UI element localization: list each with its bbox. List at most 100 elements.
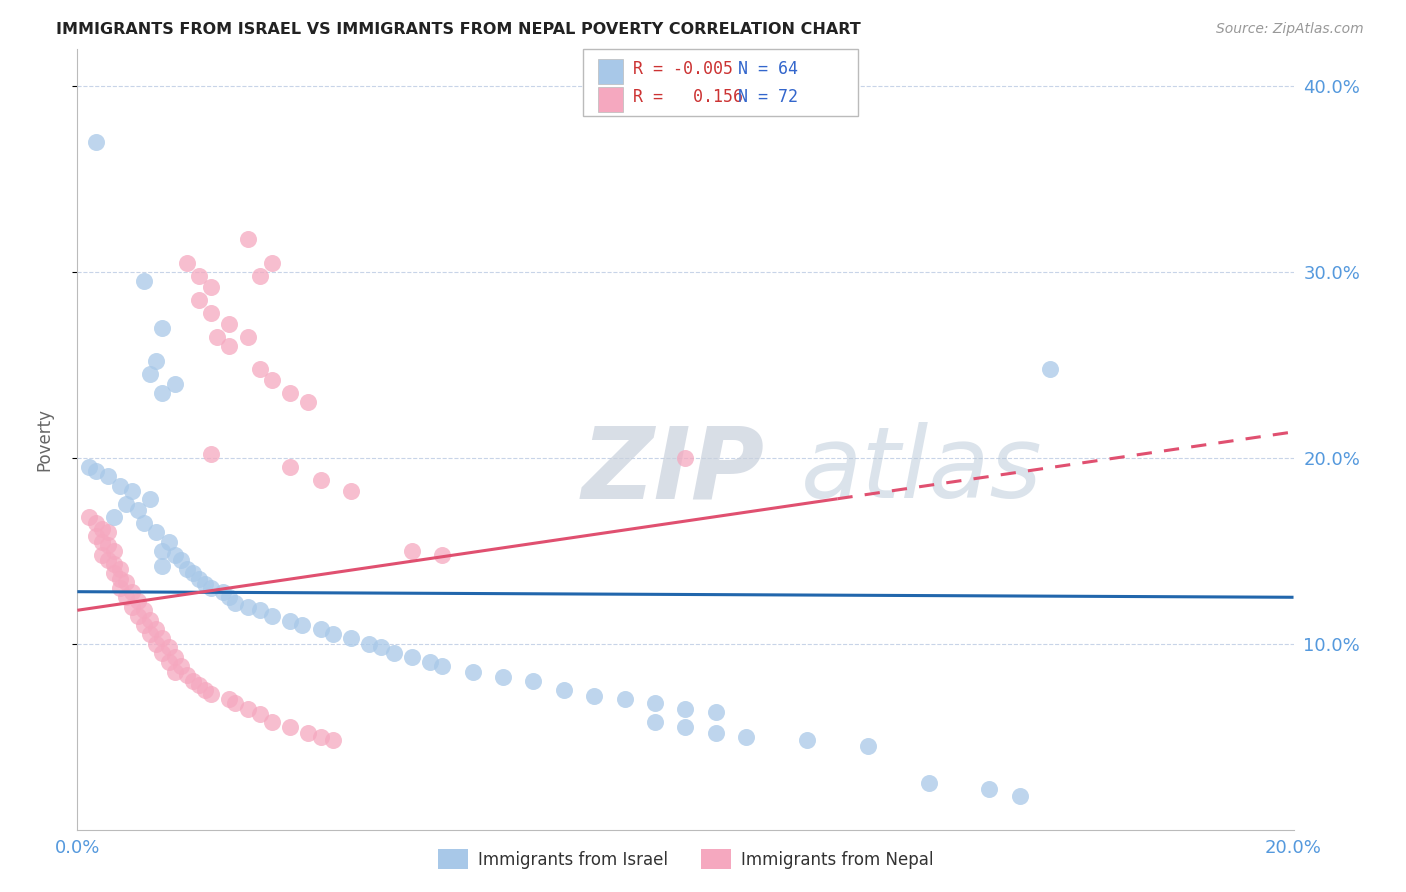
Point: [97, 538, 120, 552]
Point: [249, 707, 271, 722]
Point: [218, 317, 240, 331]
Point: [297, 395, 319, 409]
Point: [145, 525, 167, 540]
Point: [613, 692, 636, 706]
Point: [152, 631, 174, 645]
Point: [194, 683, 217, 698]
Point: [103, 566, 125, 581]
Point: [152, 321, 174, 335]
Point: [176, 256, 198, 270]
Point: [340, 484, 363, 499]
Point: [188, 678, 211, 692]
Text: R =   0.156: R = 0.156: [633, 88, 742, 106]
Point: [97, 553, 120, 567]
Point: [218, 339, 240, 353]
Point: [260, 714, 283, 729]
Point: [152, 544, 174, 558]
Point: [90, 534, 112, 549]
Point: [139, 368, 162, 382]
Point: [163, 548, 186, 562]
Point: [121, 584, 143, 599]
Point: [260, 608, 283, 623]
Point: [675, 450, 697, 465]
Point: [322, 627, 344, 641]
Point: [79, 510, 101, 524]
Text: ZIP: ZIP: [582, 422, 765, 519]
Point: [145, 637, 167, 651]
Point: [145, 354, 167, 368]
Point: [163, 376, 186, 391]
Point: [359, 637, 381, 651]
Point: [236, 330, 259, 344]
Text: atlas: atlas: [801, 422, 1043, 519]
Point: [194, 577, 217, 591]
Point: [309, 622, 332, 636]
Point: [103, 557, 125, 571]
Point: [200, 447, 222, 461]
Point: [134, 516, 156, 530]
Text: N = 64: N = 64: [738, 60, 799, 78]
Point: [297, 726, 319, 740]
Point: [121, 484, 143, 499]
Point: [103, 544, 125, 558]
Point: [583, 689, 606, 703]
Point: [139, 627, 162, 641]
Point: [115, 591, 138, 605]
Point: [322, 733, 344, 747]
Point: [200, 280, 222, 294]
Point: [84, 135, 107, 149]
Point: [170, 553, 193, 567]
Point: [236, 702, 259, 716]
Point: [492, 670, 515, 684]
Point: [108, 562, 131, 576]
Point: [218, 591, 240, 605]
Text: IMMIGRANTS FROM ISRAEL VS IMMIGRANTS FROM NEPAL POVERTY CORRELATION CHART: IMMIGRANTS FROM ISRAEL VS IMMIGRANTS FRO…: [56, 22, 860, 37]
Point: [856, 739, 879, 753]
Point: [163, 649, 186, 664]
Point: [188, 293, 211, 307]
Point: [218, 692, 240, 706]
Point: [139, 491, 162, 506]
Point: [704, 726, 727, 740]
Point: [278, 385, 301, 400]
Point: [108, 581, 131, 595]
Point: [79, 460, 101, 475]
Point: [84, 464, 107, 478]
Point: [249, 361, 271, 376]
Point: [260, 256, 283, 270]
Point: [979, 781, 1001, 796]
Point: [145, 622, 167, 636]
Point: [163, 665, 186, 679]
Point: [1039, 361, 1062, 376]
Point: [108, 479, 131, 493]
Point: [134, 618, 156, 632]
Point: [309, 473, 332, 487]
Point: [644, 714, 666, 729]
Point: [291, 618, 314, 632]
Point: [260, 373, 283, 387]
Point: [90, 521, 112, 535]
Point: [401, 649, 423, 664]
Legend: Immigrants from Israel, Immigrants from Nepal: Immigrants from Israel, Immigrants from …: [430, 842, 941, 876]
Point: [188, 572, 211, 586]
Point: [461, 665, 484, 679]
Point: [127, 608, 149, 623]
Point: [309, 730, 332, 744]
Point: [200, 581, 222, 595]
Text: R = -0.005: R = -0.005: [633, 60, 733, 78]
Point: [205, 330, 228, 344]
Point: [419, 655, 441, 669]
Point: [139, 613, 162, 627]
Text: N = 72: N = 72: [738, 88, 799, 106]
Point: [735, 730, 758, 744]
Point: [430, 659, 453, 673]
Point: [115, 497, 138, 511]
Point: [157, 534, 180, 549]
Point: [121, 599, 143, 614]
Point: [278, 460, 301, 475]
Y-axis label: Poverty: Poverty: [35, 408, 53, 471]
Point: [278, 615, 301, 629]
Point: [181, 673, 204, 688]
Point: [181, 566, 204, 581]
Point: [188, 268, 211, 283]
